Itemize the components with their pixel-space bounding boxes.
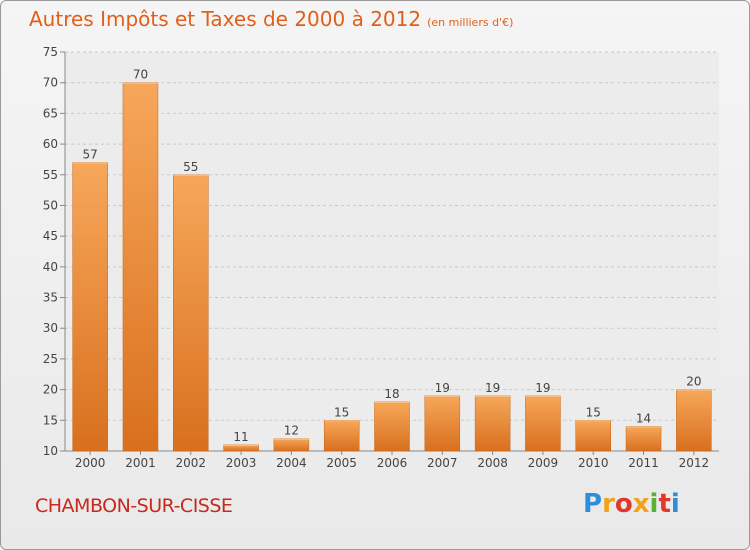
y-tick-label: 10: [43, 444, 58, 458]
data-label: 15: [586, 405, 601, 419]
chart-title-main: Autres Impôts et Taxes de 2000 à 2012: [29, 7, 422, 31]
y-tick-label: 70: [43, 76, 58, 90]
y-tick-label: 65: [43, 106, 58, 120]
data-label: 57: [83, 147, 98, 161]
y-tick-label: 25: [43, 352, 58, 366]
bar: [273, 438, 310, 452]
y-tick-label: 30: [43, 321, 58, 335]
data-label: 19: [535, 381, 550, 395]
x-tick-label: 2004: [276, 456, 307, 470]
proxiti-logo: Proxiti: [583, 489, 680, 519]
y-tick-label: 40: [43, 260, 58, 274]
data-label: 18: [384, 387, 399, 401]
bar: [474, 395, 511, 452]
x-tick-label: 2002: [175, 456, 206, 470]
chart-title: Autres Impôts et Taxes de 2000 à 2012 (en…: [29, 7, 513, 31]
data-label: 14: [636, 411, 651, 425]
y-tick-label: 75: [43, 45, 58, 59]
y-tick-label: 15: [43, 413, 58, 427]
y-tick-label: 35: [43, 291, 58, 305]
data-label: 20: [686, 375, 701, 389]
x-tick-label: 2010: [578, 456, 609, 470]
y-tick-label: 20: [43, 383, 58, 397]
data-label: 55: [183, 160, 198, 174]
bar: [374, 401, 410, 452]
x-tick-label: 2009: [528, 456, 559, 470]
data-label: 19: [485, 381, 500, 395]
chart-title-unit: (en milliers d'€): [427, 16, 514, 29]
bar: [122, 82, 159, 452]
bar: [424, 395, 461, 452]
y-tick-label: 60: [43, 137, 58, 151]
location-name: CHAMBON-SUR-CISSE: [35, 495, 233, 517]
x-tick-label: 2006: [377, 456, 408, 470]
data-label: 12: [284, 424, 299, 438]
y-tick-label: 55: [43, 168, 58, 182]
x-tick-label: 2003: [226, 456, 257, 470]
bar: [575, 420, 611, 452]
data-label: 15: [334, 405, 349, 419]
data-label: 19: [435, 381, 450, 395]
data-label: 11: [233, 430, 248, 444]
y-tick-label: 50: [43, 198, 58, 212]
bar: [72, 162, 108, 452]
bar: [625, 426, 662, 452]
x-tick-label: 2007: [427, 456, 458, 470]
y-tick-label: 45: [43, 229, 58, 243]
x-tick-label: 2001: [125, 456, 156, 470]
bar: [173, 174, 209, 452]
x-tick-label: 2012: [679, 456, 710, 470]
x-tick-label: 2008: [477, 456, 508, 470]
x-tick-label: 2011: [628, 456, 659, 470]
bar: [676, 389, 712, 452]
x-tick-label: 2000: [75, 456, 106, 470]
data-label: 70: [133, 68, 148, 82]
x-tick-label: 2005: [326, 456, 357, 470]
bar: [323, 420, 360, 452]
bar: [525, 395, 561, 452]
